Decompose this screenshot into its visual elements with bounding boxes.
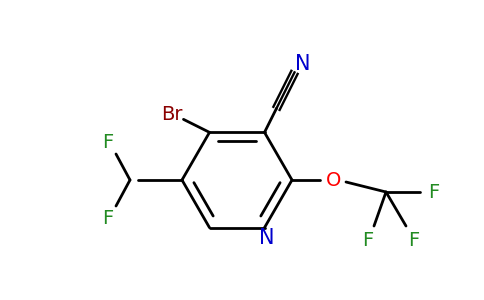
Text: F: F xyxy=(103,208,114,227)
Text: Br: Br xyxy=(161,105,182,124)
Text: F: F xyxy=(428,182,439,202)
Text: F: F xyxy=(408,230,420,250)
Text: F: F xyxy=(103,133,114,152)
Text: O: O xyxy=(326,170,342,190)
Text: N: N xyxy=(295,54,310,74)
Text: N: N xyxy=(259,228,274,247)
Text: F: F xyxy=(363,230,374,250)
